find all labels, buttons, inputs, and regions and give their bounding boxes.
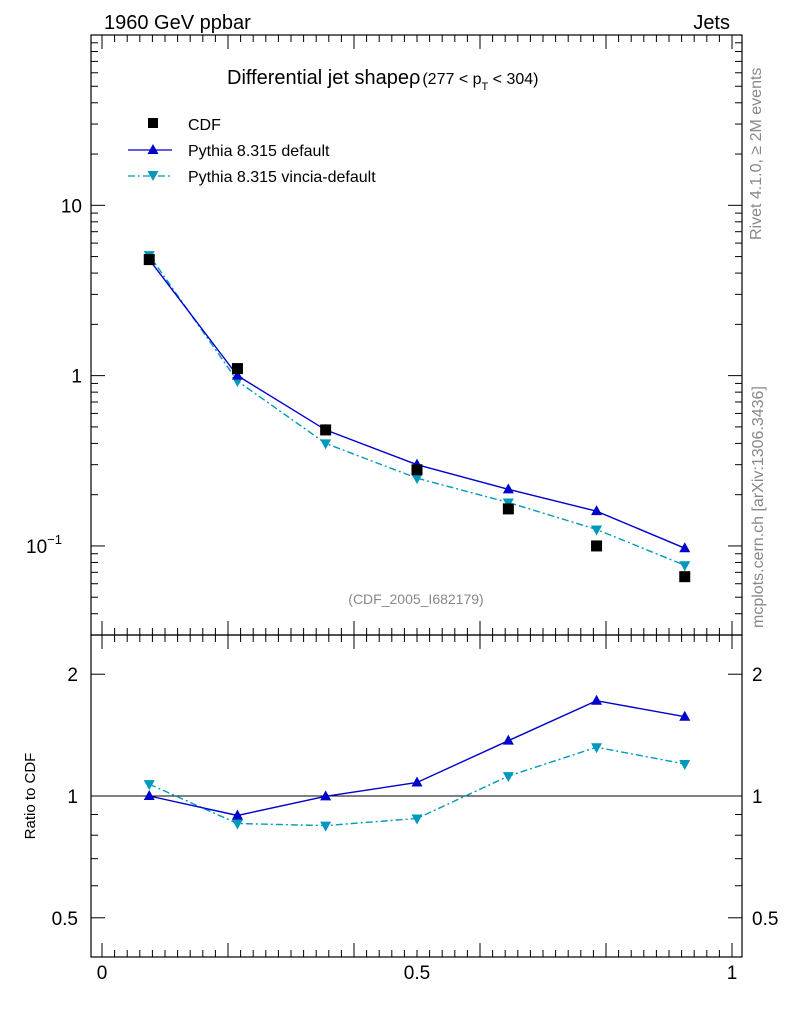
ratio-ylabel: Ratio to CDF [22,753,39,840]
main-cdf-point [231,363,243,375]
main-default-line [148,259,686,549]
main-default-point [231,369,243,380]
ratio-default-point [502,734,514,745]
header-left: 1960 GeV ppbar [104,12,251,34]
analysis-id: (CDF_2005_I682179) [348,591,483,607]
main-y-tick-label: 10 [61,196,82,217]
ratio-vincia-point [679,759,691,770]
ratio-y-tick-label-right: 2 [752,665,763,686]
main-cdf-point [502,503,514,515]
ratio-default-point [320,790,332,801]
x-tick-label: 0 [97,963,108,984]
main-cdf-point [411,464,423,476]
ratio-default-point [679,710,691,721]
legend-cdf-label: CDF [188,117,221,134]
main-cdf-point [591,540,603,552]
ratio-vincia-point [411,814,423,825]
ratio-vincia-point [143,780,155,791]
ratio-default-line [149,699,685,817]
ratio-vincia-point [231,819,243,830]
mcplots-label: mcplots.cern.ch [arXiv:1306.3436] [750,386,767,628]
title-range-close: < 304) [488,71,538,88]
main-cdf-point [143,254,155,266]
legend: CDF Pythia 8.315 default Pythia 8.315 vi… [128,117,376,186]
ratio-y-tick-label-right: 1 [752,787,763,808]
plot-title: Differential jet shapeρ (277 < pT < 304) [227,67,539,93]
legend-vincia-label: Pythia 8.315 vincia-default [188,169,376,186]
ratio-default-point [143,790,155,800]
tick-labels: 10 1 10−1 2 2 1 1 0.5 0.5 0 0.5 1 [26,196,778,984]
main-y-tick-label: 10−1 [26,532,62,558]
title-range-sub: T [482,81,489,93]
main-vincia-line [148,254,686,566]
x-tick-label: 1 [727,963,738,984]
legend-default-label: Pythia 8.315 default [188,143,330,160]
ratio-y-tick-label-right: 0.5 [752,909,778,930]
ratio-y-tick-label: 0.5 [52,909,78,930]
main-cdf-point [320,424,332,436]
main-default-point [502,483,514,494]
axis-ticks [91,34,742,958]
ratio-default-point [591,694,603,705]
data-series [143,251,691,832]
legend-default-marker [147,144,159,154]
ratio-y-tick-label: 2 [67,665,78,686]
ratio-vincia-point [591,743,603,754]
ratio-vincia-point [502,772,514,783]
x-tick-label: 0.5 [404,963,430,984]
ratio-default-point [231,809,243,820]
main-vincia-point [679,561,691,572]
main-y-tick-label: 1 [71,367,82,388]
rivet-label: Rivet 4.1.0, ≥ 2M events [748,68,765,240]
legend-cdf-marker [148,118,158,128]
ratio-vincia-point [320,821,332,832]
ratio-default-point [411,776,423,787]
main-default-point [679,542,691,553]
ratio-y-tick-label: 1 [67,787,78,808]
header-right: Jets [693,12,730,34]
main-default-point [591,505,603,516]
legend-vincia-marker [147,171,159,181]
main-vincia-point [320,439,332,450]
title-main: Differential jet shapeρ [227,67,420,89]
main-vincia-point [411,474,423,485]
title-range-open: (277 < p [422,71,481,88]
main-cdf-point [679,571,691,583]
main-vincia-point [591,525,603,536]
